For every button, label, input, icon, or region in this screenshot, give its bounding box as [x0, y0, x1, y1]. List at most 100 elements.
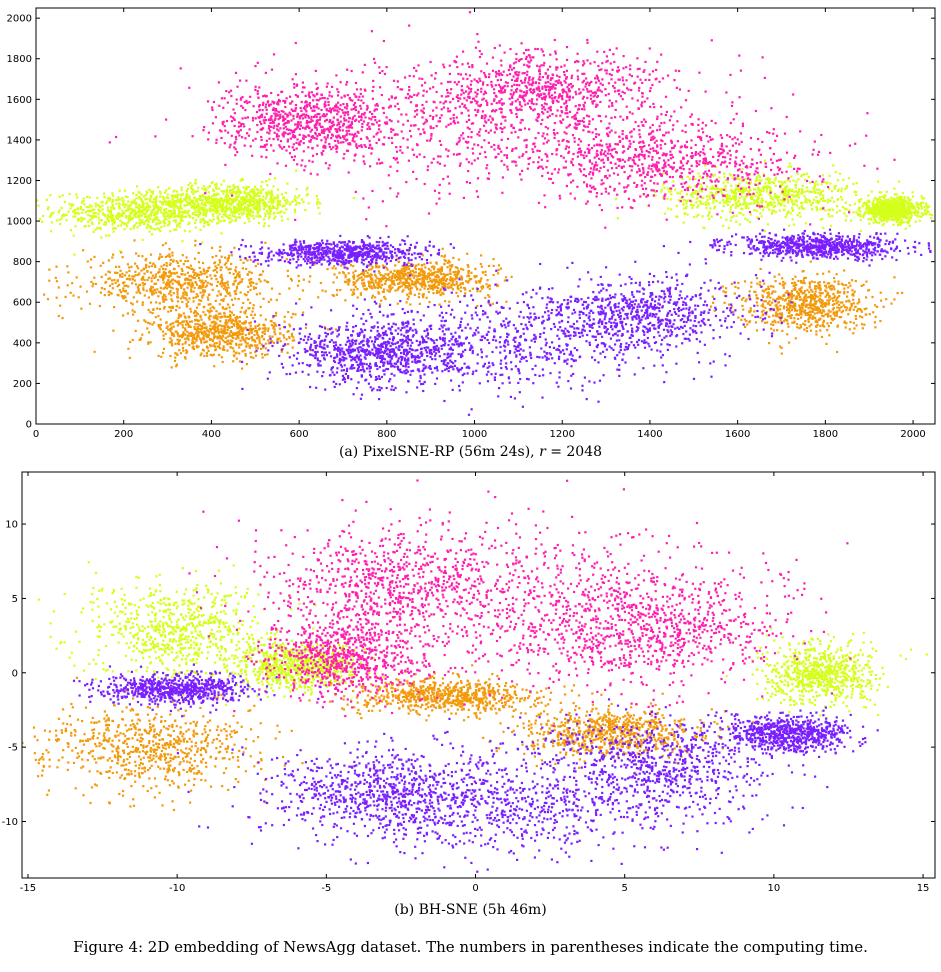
scatter-point [91, 218, 93, 220]
scatter-point [741, 195, 743, 197]
scatter-point [721, 188, 723, 190]
scatter-point [422, 270, 424, 272]
scatter-point [204, 314, 206, 316]
scatter-point [144, 273, 146, 275]
scatter-point [174, 213, 176, 215]
scatter-point [192, 202, 194, 204]
scatter-point [47, 206, 49, 208]
scatter-point [887, 201, 889, 203]
scatter-point [184, 205, 186, 207]
scatter-point [207, 334, 209, 336]
scatter-point [440, 280, 442, 282]
scatter-point [232, 347, 234, 349]
scatter-point [735, 198, 737, 200]
scatter-point [775, 177, 777, 179]
scatter-point [37, 205, 39, 207]
scatter-point [737, 177, 739, 179]
scatter-point [157, 186, 159, 188]
scatter-point [234, 333, 236, 335]
scatter-point [848, 177, 850, 179]
scatter-point [48, 280, 50, 282]
scatter-point [750, 202, 752, 204]
scatter-point [733, 196, 735, 198]
scatter-point [205, 196, 207, 198]
scatter-point [132, 303, 134, 305]
scatter-point [98, 205, 100, 207]
scatter-point [801, 205, 803, 207]
scatter-point [113, 231, 115, 233]
scatter-point [146, 192, 148, 194]
scatter-point [240, 343, 242, 345]
scatter-point [234, 298, 236, 300]
scatter-point [890, 214, 892, 216]
scatter-point [61, 217, 63, 219]
scatter-point [448, 301, 450, 303]
scatter-point [252, 307, 254, 309]
scatter-point [287, 270, 289, 272]
scatter-point [189, 230, 191, 232]
scatter-point [215, 194, 217, 196]
scatter-point [178, 213, 180, 215]
scatter-point [279, 200, 281, 202]
scatter-point [181, 200, 183, 202]
scatter-point [179, 335, 181, 337]
scatter-point [404, 272, 406, 274]
scatter-point [681, 190, 683, 192]
scatter-point [258, 215, 260, 217]
scatter-point [773, 201, 775, 203]
scatter-point [385, 273, 387, 275]
scatter-point [437, 291, 439, 293]
scatter-point [118, 266, 120, 268]
scatter-point [448, 260, 450, 262]
scatter-point [134, 263, 136, 265]
scatter-point [668, 190, 670, 192]
scatter-point [419, 303, 421, 305]
scatter-point [845, 219, 847, 221]
scatter-point [354, 282, 356, 284]
scatter-point [264, 354, 266, 356]
scatter-point [788, 225, 790, 227]
scatter-point [291, 333, 293, 335]
scatter-point [764, 230, 766, 232]
scatter-point [332, 267, 334, 269]
scatter-point [797, 214, 799, 216]
scatter-point [414, 275, 416, 277]
scatter-point [683, 207, 685, 209]
scatter-point [209, 338, 211, 340]
scatter-point [219, 261, 221, 263]
scatter-point [398, 278, 400, 280]
scatter-point [229, 186, 231, 188]
scatter-point [55, 277, 57, 279]
scatter-point [141, 277, 143, 279]
scatter-point [203, 222, 205, 224]
scatter-point [497, 272, 499, 274]
scatter-point [855, 191, 857, 193]
scatter-point [743, 203, 745, 205]
scatter-point [233, 281, 235, 283]
scatter-point [195, 296, 197, 298]
scatter-point [242, 267, 244, 269]
scatter-point [261, 335, 263, 337]
scatter-point [150, 191, 152, 193]
scatter-point [115, 282, 117, 284]
scatter-point [448, 287, 450, 289]
scatter-point [182, 321, 184, 323]
scatter-point [790, 212, 792, 214]
scatter-point [233, 208, 235, 210]
scatter-point [782, 281, 784, 283]
scatter-point [264, 206, 266, 208]
scatter-point [219, 335, 221, 337]
scatter-point [221, 190, 223, 192]
scatter-point [372, 295, 374, 297]
scatter-point [123, 295, 125, 297]
scatter-point [267, 330, 269, 332]
scatter-point [233, 206, 235, 208]
scatter-point [467, 273, 469, 275]
scatter-point [428, 301, 430, 303]
scatter-point [364, 275, 366, 277]
scatter-point [242, 329, 244, 331]
scatter-point [258, 340, 260, 342]
scatter-point [192, 193, 194, 195]
scatter-point [723, 173, 725, 175]
scatter-point [178, 281, 180, 283]
